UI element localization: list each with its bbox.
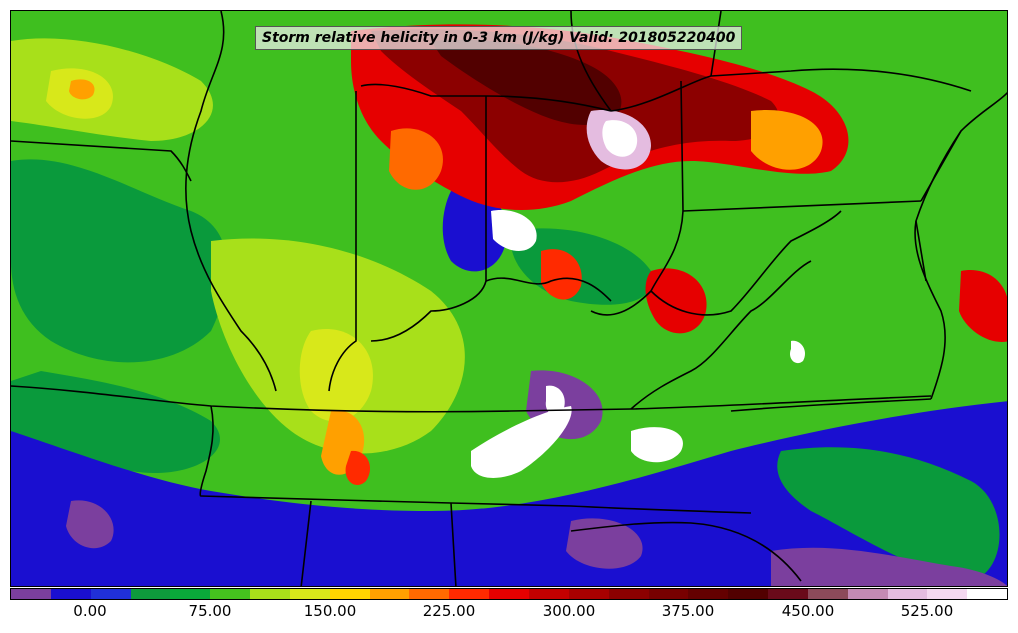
boundary-ms-al (300, 500, 457, 586)
boundary-il-east (328, 91, 357, 392)
colorbar-swatch (568, 589, 609, 599)
boundary-in-east (370, 96, 487, 342)
colorbar-swatch (11, 589, 51, 599)
colorbar-tick-labels: 0.00 75.00 150.00 225.00 300.00 375.00 450.00 5… (0, 602, 1018, 626)
colorbar-tick-label: 300.00 (542, 602, 596, 620)
boundary-wv (650, 210, 842, 316)
boundary-md-de (915, 220, 927, 282)
field-white-peak-indiana (491, 210, 537, 251)
colorbar-swatch (728, 589, 769, 599)
colorbar-swatch (329, 589, 370, 599)
field-green-plains (11, 371, 220, 473)
field-white-peak-ohio (602, 120, 638, 157)
colorbar (10, 588, 1008, 600)
colorbar-swatch (130, 589, 171, 599)
colorbar-tick-label: 225.00 (422, 602, 476, 620)
colorbar-tick-label: 525.00 (900, 602, 954, 620)
colorbar-swatch (50, 589, 91, 599)
colorbar-swatch (967, 589, 1008, 599)
colorbar-swatch (887, 589, 928, 599)
field-white-peak-tn-e (631, 427, 683, 463)
boundary-mo-ar (199, 405, 214, 497)
field-red-central (345, 450, 371, 486)
boundary-great-lakes (360, 68, 972, 112)
field-green-west (11, 159, 228, 363)
field-yellowgreen-nw (11, 38, 213, 141)
colorbar-swatch (528, 589, 569, 599)
boundary-ky-va (630, 260, 812, 410)
colorbar-tick-label: 450.00 (781, 602, 835, 620)
colorbar-swatch (489, 589, 529, 599)
colorbar-swatch (250, 589, 290, 599)
colorbar-swatch (688, 589, 729, 599)
field-white-peak-ky (545, 385, 565, 416)
field-orange-ne (751, 110, 823, 170)
field-blue-indiana (442, 188, 507, 272)
helicity-map (11, 11, 1007, 586)
colorbar-swatch (807, 589, 848, 599)
field-red-far-east (959, 270, 1007, 342)
colorbar-tick-label: 150.00 (303, 602, 357, 620)
colorbar-swatch (608, 589, 649, 599)
colorbar-swatch (847, 589, 888, 599)
field-purple-sw (66, 500, 114, 549)
colorbar-swatch (648, 589, 689, 599)
colorbar-swatch (210, 589, 251, 599)
boundary-ia-mo (11, 140, 192, 182)
field-white-peak-va (790, 340, 806, 364)
field-green-se-coast (777, 447, 1000, 581)
colorbar-swatch (90, 589, 131, 599)
field-red-east (645, 268, 707, 334)
colorbar-swatch (369, 589, 410, 599)
colorbar-swatch (289, 589, 330, 599)
field-orange-ohio (389, 128, 443, 190)
boundary-oh-east (590, 80, 684, 316)
boundary-ky-tn (11, 385, 932, 413)
field-purple-s (566, 518, 643, 569)
boundary-mi-ohio (570, 11, 612, 112)
colorbar-swatch (409, 589, 450, 599)
field-white-peak-tn (471, 406, 572, 478)
field-blue-south (11, 401, 1007, 586)
map-title: Storm relative helicity in 0-3 km (J/kg)… (255, 26, 743, 50)
boundary-il-west (185, 11, 277, 392)
colorbar-tick-label: 375.00 (661, 602, 715, 620)
boundary-nc-sc (570, 521, 802, 582)
boundaries (11, 11, 1007, 586)
colorbar-swatch (449, 589, 490, 599)
colorbar-swatch (927, 589, 968, 599)
field-yellow-central (299, 329, 373, 422)
colorbar-swatch (768, 589, 808, 599)
field-red-indiana (541, 249, 582, 300)
boundary-tn-south (200, 495, 752, 514)
colorbar-swatch (170, 589, 211, 599)
map-panel: Storm relative helicity in 0-3 km (J/kg)… (10, 10, 1008, 587)
boundary-pa-south (682, 200, 922, 212)
colorbar-tick-label: 0.00 (73, 602, 107, 620)
colorbar-tick-label: 75.00 (188, 602, 232, 620)
boundary-va-nc (730, 398, 932, 412)
field-orange-nw (69, 79, 95, 100)
field-purple-se (771, 547, 1007, 586)
boundary-oh-river (485, 277, 612, 302)
